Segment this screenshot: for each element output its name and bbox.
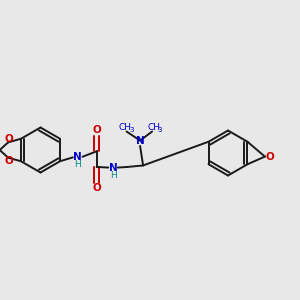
Text: O: O: [92, 125, 101, 135]
Text: CH: CH: [147, 123, 160, 132]
Text: 3: 3: [129, 127, 134, 133]
Text: O: O: [266, 152, 275, 162]
Text: H: H: [110, 170, 116, 179]
Text: O: O: [4, 134, 13, 144]
Text: N: N: [73, 152, 82, 162]
Text: N: N: [136, 136, 145, 146]
Text: N: N: [109, 163, 118, 172]
Text: 3: 3: [158, 127, 162, 133]
Text: H: H: [74, 160, 81, 169]
Text: CH: CH: [118, 123, 132, 132]
Text: O: O: [92, 183, 101, 193]
Text: O: O: [4, 156, 13, 166]
